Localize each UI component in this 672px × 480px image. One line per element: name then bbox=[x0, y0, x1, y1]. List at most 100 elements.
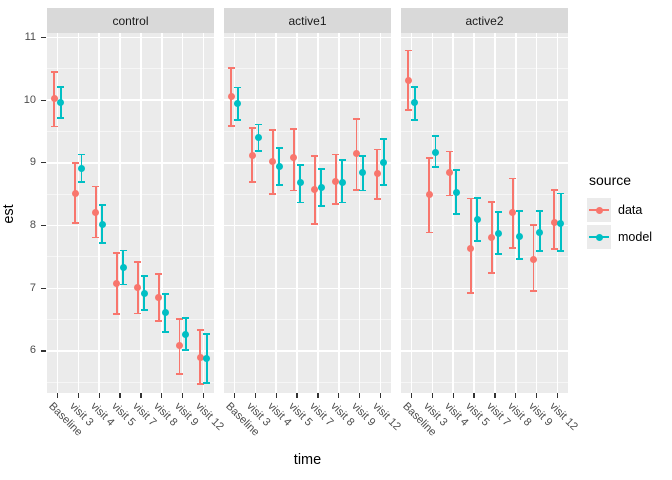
pointrange-data-visit-9-cap-top bbox=[175, 317, 183, 320]
x-tick-mark bbox=[140, 393, 142, 398]
pointrange-model-visit-8-cap-bottom bbox=[161, 331, 169, 334]
pointrange-data-visit-3-point bbox=[425, 191, 433, 199]
y-tick-label: 6 bbox=[29, 344, 36, 357]
pointrange-model-visit-8-cap-top bbox=[161, 292, 169, 295]
x-tick-mark bbox=[515, 393, 517, 398]
pointrange-data-visit-12-point bbox=[196, 353, 204, 361]
legend-key-data bbox=[587, 198, 611, 222]
pointrange-model-visit-9-point bbox=[359, 169, 367, 177]
pointrange-model-visit-12-point bbox=[557, 219, 565, 227]
gridline-major bbox=[401, 36, 568, 39]
pointrange-model-visit-12-cap-bottom bbox=[203, 382, 211, 384]
point-glyph-icon bbox=[595, 233, 603, 241]
pointrange-model-visit-4-cap-bottom bbox=[275, 183, 283, 186]
pointrange-model-visit-9-cap-top bbox=[536, 210, 544, 212]
gridline-minor bbox=[224, 256, 391, 258]
pointrange-model-visit-3-cap-bottom bbox=[255, 150, 262, 152]
gridline-vertical bbox=[317, 33, 319, 393]
pointrange-model-visit-8-cap-bottom bbox=[515, 257, 523, 260]
pointrange-data-visit-7-cap-top bbox=[134, 260, 142, 263]
gridline-major bbox=[401, 287, 568, 289]
pointrange-model-visit-8-point bbox=[338, 179, 346, 187]
pointrange-model-visit-7-point bbox=[140, 289, 148, 297]
gridline-vertical bbox=[275, 33, 277, 393]
pointrange-model-visit-3-cap-top bbox=[255, 123, 262, 126]
pointrange-data-visit-3-cap-top bbox=[425, 156, 433, 159]
pointrange-model-visit-7-cap-top bbox=[317, 168, 325, 170]
gridline-minor bbox=[224, 381, 391, 383]
pointrange-data-visit-9-cap-top bbox=[529, 223, 537, 226]
x-tick-mark bbox=[410, 393, 413, 398]
y-tick-mark bbox=[41, 36, 46, 38]
gridline-major bbox=[47, 99, 214, 101]
x-axis-title: time bbox=[293, 452, 322, 468]
pointrange-model-Baseline-point bbox=[411, 99, 419, 107]
facet-strip-control: control bbox=[47, 8, 214, 33]
pointrange-model-visit-4-cap-bottom bbox=[452, 212, 460, 215]
x-tick-mark bbox=[296, 393, 298, 398]
gridline-vertical bbox=[296, 33, 298, 393]
gridline-minor bbox=[47, 381, 214, 383]
pointrange-data-Baseline-point bbox=[404, 77, 412, 85]
gridline-minor bbox=[47, 193, 214, 195]
pointrange-data-visit-12-cap-bottom bbox=[373, 197, 381, 200]
gridline-major bbox=[47, 224, 214, 227]
pointrange-data-visit-5-point bbox=[113, 280, 121, 288]
pointrange-data-Baseline-point bbox=[227, 93, 235, 101]
pointrange-data-visit-5-cap-top bbox=[467, 197, 475, 200]
pointrange-model-visit-5-point bbox=[296, 179, 304, 187]
gridline-vertical bbox=[161, 33, 163, 393]
gridline-minor bbox=[224, 319, 391, 321]
pointrange-data-Baseline-cap-bottom bbox=[404, 109, 412, 112]
pointrange-model-visit-12-cap-top bbox=[557, 192, 565, 195]
gridline-major bbox=[224, 350, 391, 352]
pointrange-model-visit-8-point bbox=[515, 233, 523, 241]
x-tick-mark bbox=[473, 393, 475, 398]
pointrange-data-visit-5-cap-bottom bbox=[113, 313, 121, 315]
x-tick-mark bbox=[379, 393, 382, 398]
pointrange-model-visit-7-cap-top bbox=[140, 275, 148, 278]
pointrange-model-visit-12-cap-top bbox=[203, 333, 211, 335]
pointrange-data-visit-8-cap-bottom bbox=[509, 247, 517, 250]
y-tick-label: 8 bbox=[29, 219, 36, 232]
pointrange-model-visit-4-point bbox=[452, 188, 460, 196]
pointrange-data-visit-12-cap-top bbox=[373, 148, 381, 151]
pointrange-model-visit-4-point bbox=[98, 220, 106, 228]
pointrange-data-visit-8-point bbox=[332, 178, 340, 186]
pointrange-model-visit-5-point bbox=[473, 215, 481, 223]
gridline-minor bbox=[47, 68, 214, 70]
pointrange-data-visit-9-cap-bottom bbox=[352, 188, 360, 191]
pointrange-model-visit-9-cap-bottom bbox=[182, 348, 190, 351]
legend-label-data: data bbox=[618, 203, 643, 217]
pointrange-model-Baseline-point bbox=[234, 100, 242, 108]
pointrange-data-visit-4-cap-bottom bbox=[92, 236, 100, 239]
gridline-vertical bbox=[254, 33, 257, 393]
gridline-vertical bbox=[233, 33, 236, 393]
pointrange-model-visit-3-cap-bottom bbox=[78, 181, 85, 184]
y-tick-label: 7 bbox=[29, 281, 36, 294]
facet-strip-label: active2 bbox=[465, 13, 504, 28]
gridline-vertical bbox=[535, 33, 538, 393]
pointrange-model-visit-9-point bbox=[536, 228, 544, 236]
pointrange-model-visit-12-point bbox=[203, 355, 211, 362]
pointrange-data-visit-8-cap-top bbox=[509, 177, 517, 180]
x-tick-mark bbox=[338, 393, 340, 398]
pointrange-model-visit-4-cap-top bbox=[98, 204, 106, 207]
facet-strip-label: control bbox=[112, 13, 149, 28]
gridline-major bbox=[47, 36, 214, 39]
pointrange-model-visit-9-cap-top bbox=[182, 317, 190, 320]
y-tick-mark bbox=[41, 224, 46, 227]
legend-label-model: model bbox=[618, 230, 653, 244]
x-tick-mark bbox=[98, 393, 100, 398]
pointrange-model-visit-9-cap-bottom bbox=[359, 189, 367, 192]
pointrange-data-visit-9-cap-bottom bbox=[175, 372, 183, 375]
pointrange-model-visit-5-cap-bottom bbox=[473, 239, 481, 242]
pointrange-model-visit-3-cap-top bbox=[78, 153, 85, 156]
pointrange-model-Baseline-cap-top bbox=[411, 85, 419, 88]
x-tick-mark bbox=[494, 393, 496, 398]
facet-strip-active1: active1 bbox=[224, 8, 391, 33]
x-tick-mark bbox=[77, 393, 79, 398]
gridline-vertical bbox=[77, 33, 80, 393]
pointrange-data-visit-4-cap-bottom bbox=[269, 192, 277, 195]
